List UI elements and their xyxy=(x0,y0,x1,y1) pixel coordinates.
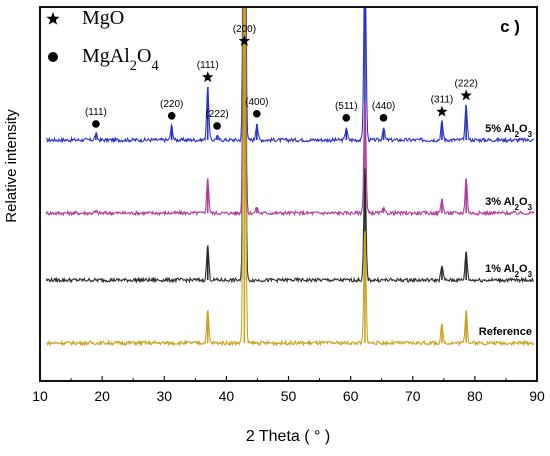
annotation-6: (511) xyxy=(335,101,358,122)
annotation-2: (111) xyxy=(197,60,219,83)
hkl-label: (200) xyxy=(233,24,256,35)
series-1: 3% Al2O3 xyxy=(45,8,535,217)
x-tick-label: 40 xyxy=(219,388,235,404)
x-tick-label: 10 xyxy=(32,388,48,404)
x-axis-label: 2 Theta ( ° ) xyxy=(246,428,330,445)
hkl-label: (111) xyxy=(85,107,107,118)
hkl-label: (220) xyxy=(160,99,183,110)
x-tick-label: 60 xyxy=(343,388,359,404)
star-marker xyxy=(436,105,448,117)
star-marker xyxy=(202,71,214,83)
x-tick-label: 50 xyxy=(281,388,297,404)
star-marker xyxy=(460,89,472,101)
x-tick-label: 30 xyxy=(156,388,172,404)
series-line xyxy=(46,8,534,144)
star-marker xyxy=(238,35,251,46)
annotation-1: (220) xyxy=(160,99,183,120)
annotation-10: (222) xyxy=(454,78,478,101)
series-label: 5% Al2O3 xyxy=(485,123,533,139)
panel-label: c ) xyxy=(500,17,520,36)
annotation-layer: (111)(220)(111)(222)(200)(400)(511)(220)… xyxy=(85,24,478,130)
hkl-label: (440) xyxy=(372,101,395,112)
circle-marker xyxy=(379,114,388,122)
series-label: 3% Al2O3 xyxy=(485,196,533,212)
annotation-0: (111) xyxy=(85,107,107,128)
series-label: 1% Al2O3 xyxy=(485,263,533,279)
legend-label: MgO xyxy=(82,7,124,29)
x-tick-label: 90 xyxy=(529,388,545,404)
hkl-label: (222) xyxy=(454,78,477,89)
legend-label: MgAl2O4 xyxy=(82,45,159,74)
annotation-5: (400) xyxy=(245,97,268,118)
annotation-4: (200) xyxy=(233,24,256,46)
hkl-label: (222) xyxy=(205,109,228,120)
circle-marker xyxy=(92,120,100,128)
annotation-8: (440) xyxy=(372,101,395,122)
annotation-3: (222) xyxy=(205,109,229,130)
circle-marker xyxy=(167,111,176,120)
series-line xyxy=(45,8,534,284)
legend-entry-1: MgAl2O4 xyxy=(48,45,159,74)
series-label: Reference xyxy=(479,326,532,338)
x-tick-label: 20 xyxy=(94,388,110,404)
series-line xyxy=(46,8,535,347)
x-tick-label: 70 xyxy=(405,388,421,404)
hkl-label: (400) xyxy=(245,97,268,108)
series-line xyxy=(45,8,535,217)
legend-entry-0: MgO xyxy=(46,7,124,29)
circle-marker xyxy=(253,109,261,118)
annotation-9: (311) xyxy=(431,95,454,117)
legend-circle-marker xyxy=(48,52,58,62)
legend-star-marker xyxy=(46,12,60,25)
circle-marker xyxy=(342,114,351,122)
hkl-label: (311) xyxy=(431,95,454,106)
hkl-label: (511) xyxy=(335,101,358,112)
circle-marker xyxy=(213,122,221,130)
legend: MgO MgAl2O4 xyxy=(46,7,159,74)
series-3: Reference xyxy=(46,8,535,347)
axes-layer: 10 20 30 40 50 60 70 80 90 xyxy=(32,376,545,404)
hkl-label: (111) xyxy=(197,60,219,71)
y-axis-label: Relative intensity xyxy=(3,109,20,223)
x-tick-label: 80 xyxy=(467,388,483,404)
